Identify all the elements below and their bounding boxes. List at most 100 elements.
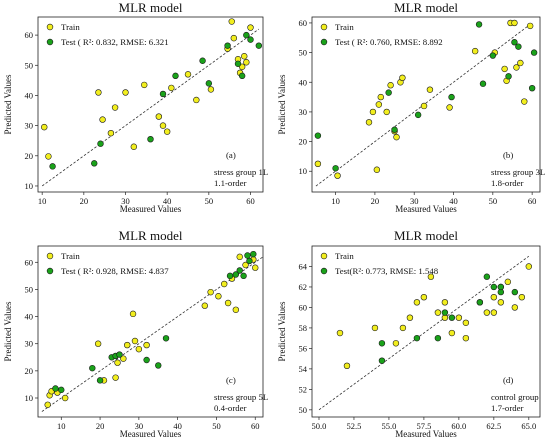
annotation-group: stress group 1L [214, 167, 268, 177]
y-tick-label: 30 [25, 339, 34, 349]
train-point [511, 304, 519, 311]
train-point [155, 113, 163, 120]
y-tick-label: 20 [299, 137, 308, 147]
train-point [373, 166, 381, 173]
y-tick-label: 60 [299, 18, 308, 28]
train-point [130, 143, 138, 150]
train-point [114, 359, 121, 366]
test-point [530, 49, 538, 56]
y-tick-label: 62 [299, 282, 308, 292]
train-point [122, 89, 129, 96]
x-tick-label: 50 [212, 421, 221, 431]
train-point [94, 340, 102, 347]
y-tick-label: 10 [25, 393, 34, 403]
legend-train-marker [320, 252, 328, 260]
y-tick-label: 40 [25, 90, 34, 100]
train-point [207, 288, 214, 296]
train-point [517, 59, 524, 67]
train-point [221, 280, 228, 288]
x-tick-label: 30 [135, 421, 144, 431]
train-point [334, 172, 341, 179]
panel-c: MLR model 10 20 30 40 50 60 10 20 30 40 50 60 Measure… [3, 228, 268, 439]
x-tick-label: 10 [57, 421, 66, 431]
x-tick-label: 10 [331, 196, 340, 206]
legend-test-marker [46, 38, 54, 46]
test-point [413, 334, 421, 342]
train-point [413, 299, 421, 306]
train-point [242, 261, 249, 269]
train-point [504, 278, 512, 286]
test-point [155, 362, 162, 369]
legend-test-marker [320, 267, 328, 275]
train-point [525, 263, 533, 270]
y-tick-label: 40 [299, 77, 308, 87]
test-point [475, 21, 483, 28]
train-point [184, 71, 192, 78]
legend-train-marker [46, 252, 54, 260]
test-point [511, 288, 519, 296]
train-point [497, 299, 505, 306]
test-point [243, 31, 250, 39]
test-point [96, 377, 104, 384]
test-point [385, 89, 392, 96]
y-tick-label: 10 [299, 166, 308, 176]
annotation-order: 1.7-order [491, 403, 524, 413]
legend-test-label: Test ( R²: 0.760, RMSE: 8.892 [335, 37, 443, 47]
test-point [226, 272, 234, 280]
train-point [61, 394, 69, 402]
train-point [252, 264, 259, 271]
train-point [336, 329, 344, 337]
test-point [490, 283, 498, 291]
train-point [135, 345, 143, 353]
train-point [426, 86, 434, 93]
test-point [232, 271, 240, 278]
train-point [518, 293, 526, 301]
annotation-group: stress group 3L [491, 167, 545, 177]
train-point [129, 310, 137, 318]
panel-label: (a) [226, 150, 236, 160]
y-axis-label: Predicted Values [3, 301, 13, 362]
train-point [228, 18, 235, 25]
test-point [58, 386, 65, 394]
test-point [52, 385, 59, 392]
panel-b: MLR model 10 20 30 40 50 60 10 20 30 40 50 60 Measure… [277, 0, 545, 214]
test-point [414, 111, 422, 119]
plot-frame [311, 245, 541, 418]
x-axis-label: Measured Values [120, 204, 182, 214]
y-tick-label: 30 [299, 107, 308, 117]
y-tick-label: 56 [299, 343, 308, 353]
train-point [168, 84, 175, 92]
y-axis-label: Predicted Values [3, 74, 13, 135]
x-tick-label: 30 [121, 196, 130, 206]
x-axis-label: Measured Values [395, 429, 457, 439]
train-point [490, 309, 498, 316]
test-point [497, 283, 505, 291]
chart-title: MLR model [394, 228, 458, 243]
test-point [143, 356, 150, 364]
train-point [441, 299, 449, 306]
train-point [343, 362, 351, 370]
test-point [255, 42, 263, 49]
y-tick-label: 58 [299, 323, 308, 333]
train-point [427, 273, 435, 280]
test-point [483, 273, 491, 280]
train-point [112, 374, 119, 381]
test-point [97, 140, 104, 147]
y-tick-label: 50 [299, 405, 308, 415]
train-point [420, 293, 428, 301]
train-point [241, 53, 248, 60]
y-axis-label: Predicted Values [277, 301, 287, 362]
legend-test-marker [320, 38, 328, 46]
x-tick-label: 60 [246, 196, 255, 206]
train-point [392, 340, 400, 347]
train-point [236, 253, 243, 261]
train-point [513, 64, 520, 71]
test-point [511, 39, 518, 46]
panel-label: (b) [503, 150, 513, 160]
test-point [250, 250, 257, 258]
train-point [399, 324, 407, 332]
test-point [479, 80, 487, 87]
panel-label: (c) [226, 375, 236, 385]
test-point [238, 72, 246, 80]
